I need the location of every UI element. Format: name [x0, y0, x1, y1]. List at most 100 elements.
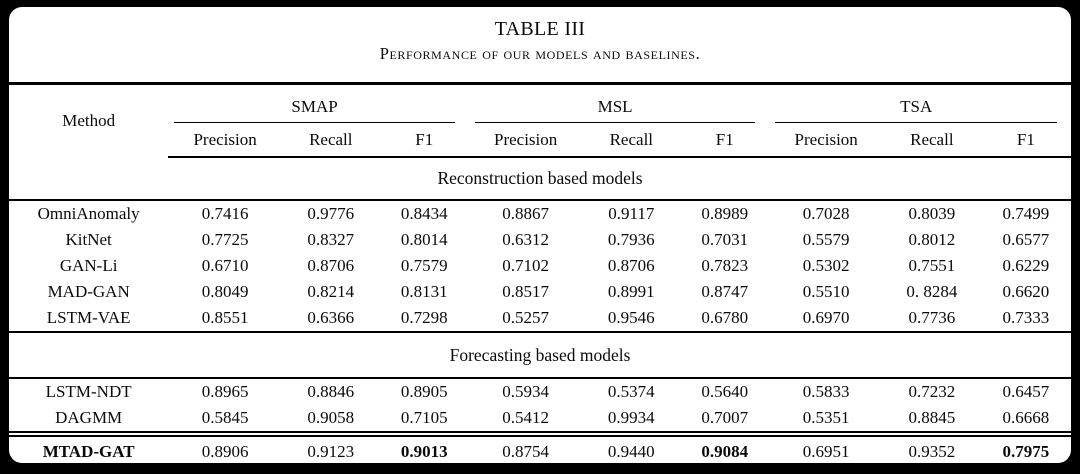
- results-table: Method SMAP MSL TSA Precision Recall F1: [9, 82, 1071, 463]
- group-header-tsa: TSA: [769, 84, 1071, 123]
- method-cell: GAN-Li: [59, 256, 118, 275]
- group-label-smap: SMAP: [174, 97, 455, 123]
- value-cell: 0.5412: [502, 408, 550, 427]
- col-header-msl-recall: Recall: [582, 123, 681, 158]
- value-cell: 0.7416: [201, 204, 249, 223]
- value-cell: 0.7333: [1002, 308, 1050, 327]
- value-cell: 0.5579: [802, 230, 850, 249]
- value-cell: 0.5374: [607, 382, 655, 401]
- value-cell: 0.6577: [1002, 230, 1050, 249]
- value-cell: 0.6970: [802, 308, 850, 327]
- value-cell: 0.5351: [802, 408, 850, 427]
- col-header-msl-f1: F1: [680, 123, 770, 158]
- method-cell: MTAD-GAT: [42, 442, 135, 461]
- value-cell: 0.7975: [1002, 442, 1050, 461]
- col-header-msl-precision: Precision: [468, 123, 583, 158]
- section-row-0: Reconstruction based models: [9, 157, 1071, 201]
- value-cell: 0.7298: [400, 308, 448, 327]
- value-cell: 0.8867: [502, 204, 550, 223]
- value-cell: 0.9123: [307, 442, 355, 461]
- value-cell: 0.7232: [908, 382, 956, 401]
- value-cell: 0.8965: [201, 382, 249, 401]
- group-header-row: Method SMAP MSL TSA: [9, 84, 1071, 130]
- value-cell: 0.6780: [701, 308, 749, 327]
- value-cell: 0.6710: [201, 256, 249, 275]
- value-cell: 0.8327: [307, 230, 355, 249]
- value-cell: 0.6229: [1002, 256, 1050, 275]
- value-cell: 0.7031: [701, 230, 749, 249]
- value-cell: 0.8434: [400, 204, 448, 223]
- value-cell: 0.5845: [201, 408, 249, 427]
- metric-header-row: Precision Recall F1 Precision Recall F1 …: [9, 123, 1071, 158]
- value-cell: 0.5640: [701, 382, 749, 401]
- value-cell: 0.8754: [502, 442, 550, 461]
- method-cell: DAGMM: [55, 408, 123, 427]
- value-cell: 0.9440: [607, 442, 655, 461]
- group-label-msl: MSL: [474, 97, 756, 123]
- value-cell: 0.8991: [607, 282, 655, 301]
- group-label-tsa: TSA: [775, 97, 1057, 123]
- value-cell: 0.5257: [502, 308, 550, 327]
- value-cell: 0.8845: [908, 408, 956, 427]
- value-cell: 0.8014: [400, 230, 448, 249]
- value-cell: 0.8846: [307, 382, 355, 401]
- table-row-lstm-ndt: LSTM-NDT 0.8965 0.8846 0.8905 0.5934 0.5374 0.…: [9, 378, 1071, 405]
- value-cell: 0.8039: [908, 204, 956, 223]
- table-row-gan-li: GAN-Li 0.6710 0.8706 0.7579 0.7102 0.8706 0.78…: [9, 253, 1071, 279]
- table-row-lstm-vae: LSTM-VAE 0.8551 0.6366 0.7298 0.5257 0.9546 0.…: [9, 305, 1071, 332]
- col-header-tsa-precision: Precision: [769, 123, 883, 158]
- value-cell: 0.9013: [400, 442, 448, 461]
- value-cell: 0.6366: [307, 308, 355, 327]
- value-cell: 0.9058: [307, 408, 355, 427]
- value-cell: 0.8906: [201, 442, 249, 461]
- section-row-1: Forecasting based models: [9, 331, 1071, 379]
- value-cell: 0.9084: [701, 442, 749, 461]
- value-cell: 0.6951: [802, 442, 850, 461]
- method-cell: KitNet: [65, 230, 112, 249]
- table-row-mad-gan: MAD-GAN 0.8049 0.8214 0.8131 0.8517 0.8991 0.8…: [9, 279, 1071, 305]
- method-column-header: Method: [62, 111, 116, 130]
- col-header-smap-f1: F1: [379, 123, 469, 158]
- value-cell: 0.9117: [608, 204, 655, 223]
- value-cell: 0.9352: [908, 442, 956, 461]
- value-cell: 0.7499: [1002, 204, 1050, 223]
- col-header-tsa-f1: F1: [980, 123, 1071, 158]
- value-cell: 0.8049: [201, 282, 249, 301]
- section-label: Forecasting based models: [9, 331, 1071, 379]
- value-cell: 0.7823: [701, 256, 749, 275]
- value-cell: 0.6668: [1002, 408, 1050, 427]
- value-cell: 0.8551: [201, 308, 249, 327]
- value-cell: 0.8905: [400, 382, 448, 401]
- value-cell: 0.6312: [502, 230, 550, 249]
- table-row-mtad-gat: MTAD-GAT 0.8906 0.9123 0.9013 0.8754 0.9440 0.…: [9, 434, 1071, 463]
- method-cell: OmniAnomaly: [37, 204, 140, 223]
- method-cell: MAD-GAN: [47, 282, 130, 301]
- value-cell: 0.7102: [502, 256, 550, 275]
- group-header-msl: MSL: [469, 84, 770, 123]
- results-table-body: Reconstruction based models OmniAnomaly 0.…: [9, 157, 1071, 463]
- section-label: Reconstruction based models: [9, 157, 1071, 201]
- value-cell: 0.8706: [607, 256, 655, 275]
- value-cell: 0.5934: [502, 382, 550, 401]
- value-cell: 0.7936: [607, 230, 655, 249]
- col-header-smap-recall: Recall: [281, 123, 380, 158]
- value-cell: 0.6457: [1002, 382, 1050, 401]
- table-row-omnianomaly: OmniAnomaly 0.7416 0.9776 0.8434 0.8867 0.911…: [9, 200, 1071, 227]
- value-cell: 0.7105: [400, 408, 448, 427]
- value-cell: 0.8706: [307, 256, 355, 275]
- method-cell: LSTM-VAE: [46, 308, 131, 327]
- value-cell: 0.7725: [201, 230, 249, 249]
- value-cell: 0.7579: [400, 256, 448, 275]
- group-header-smap: SMAP: [168, 84, 469, 123]
- method-cell: LSTM-NDT: [45, 382, 132, 401]
- col-header-tsa-recall: Recall: [882, 123, 981, 158]
- value-cell: 0.6620: [1002, 282, 1050, 301]
- value-cell: 0.7551: [908, 256, 956, 275]
- table-caption: Performance of our models and baselines.: [379, 44, 701, 63]
- col-header-smap-precision: Precision: [168, 123, 282, 158]
- paper-table-card: TABLE III Performance of our models and …: [9, 7, 1071, 463]
- value-cell: 0. 8284: [906, 282, 958, 301]
- value-cell: 0.8989: [701, 204, 749, 223]
- value-cell: 0.8747: [701, 282, 749, 301]
- value-cell: 0.9934: [607, 408, 655, 427]
